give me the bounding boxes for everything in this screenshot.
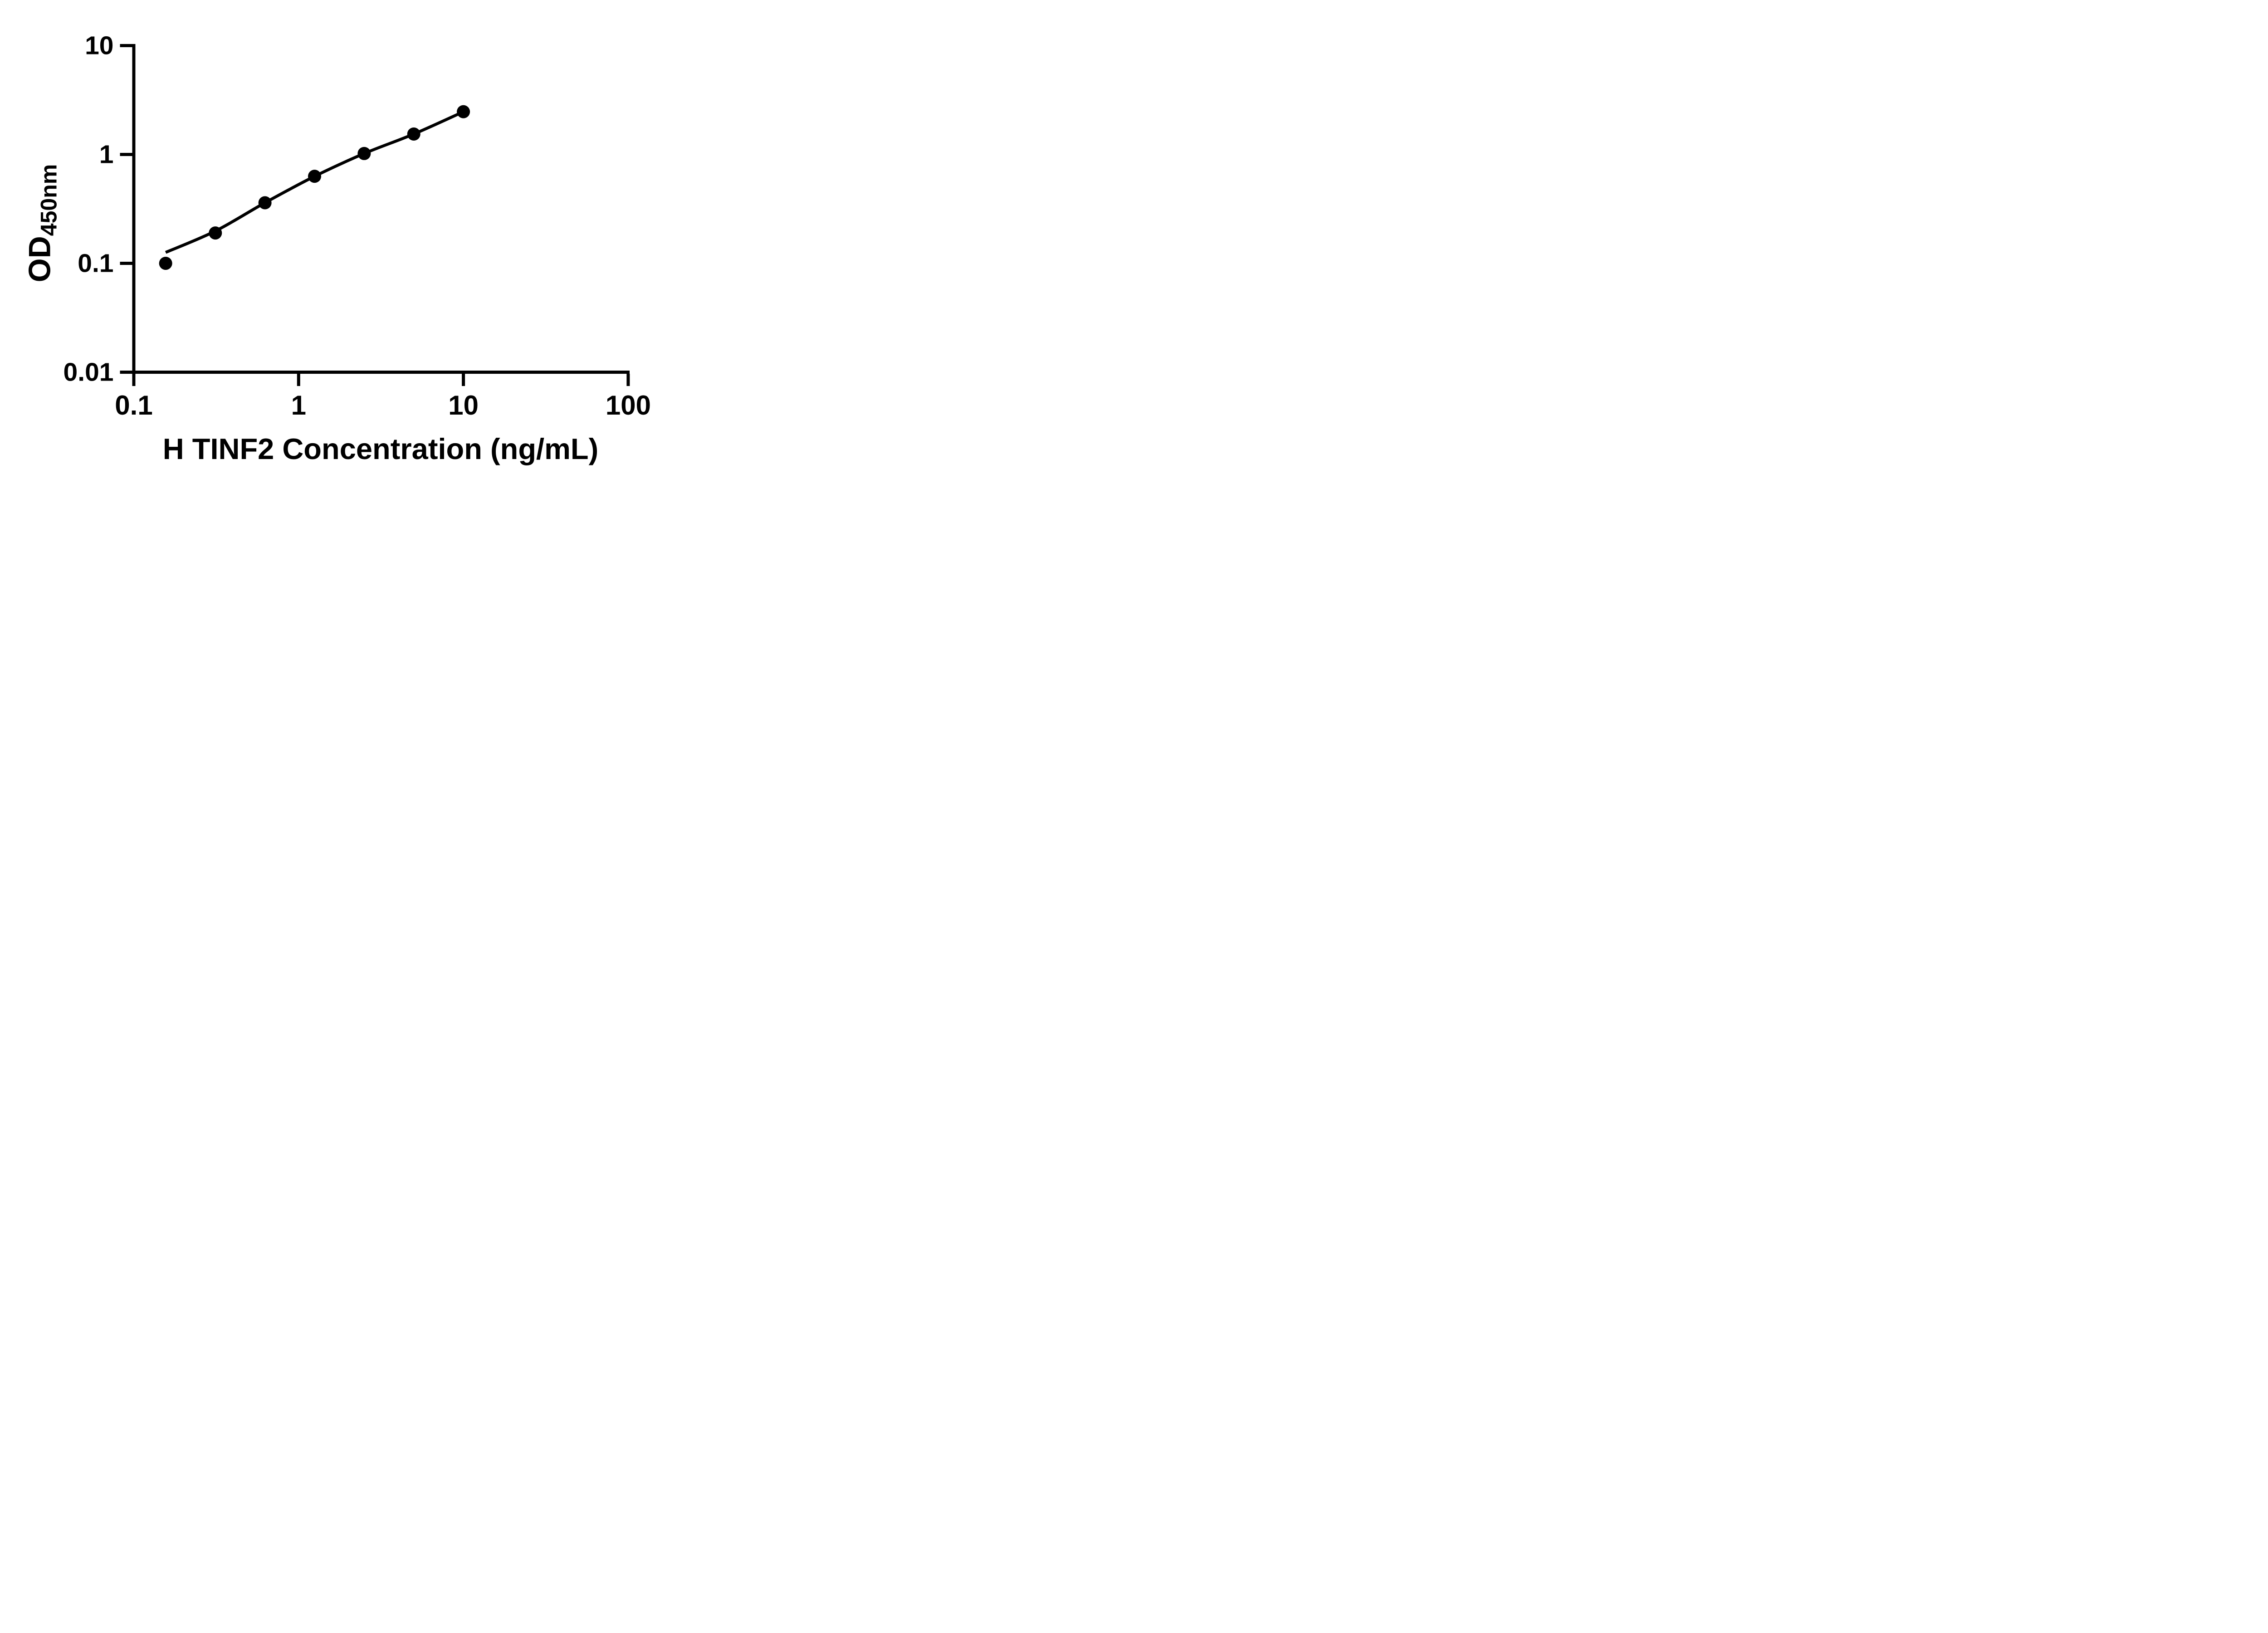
data-point: [159, 257, 172, 270]
y-tick-label: 1: [99, 140, 114, 169]
data-point: [258, 196, 272, 210]
elisa-standard-curve-figure: 10 1 0.1 0.01 0.1 1 10 100 H TINF2 Concentratio…: [0, 0, 700, 490]
data-point: [357, 147, 371, 160]
data-point: [209, 226, 222, 240]
x-tick-label: 10: [448, 390, 479, 420]
y-axis-title-subscript: 450nm: [36, 164, 62, 236]
y-tick-label: 0.01: [64, 358, 114, 387]
x-tick-label: 0.1: [115, 390, 152, 420]
data-point: [308, 170, 322, 183]
x-axis-title: H TINF2 Concentration (ng/mL): [162, 432, 599, 465]
data-point: [457, 105, 470, 118]
y-tick-label: 10: [85, 31, 113, 60]
y-axis-title-main: OD: [22, 236, 57, 283]
x-tick-label: 1: [291, 390, 306, 420]
x-tick-label: 100: [606, 390, 651, 420]
y-tick-label: 0.1: [78, 249, 113, 278]
y-axis-title: OD450nm: [22, 164, 62, 283]
data-point: [407, 127, 420, 141]
